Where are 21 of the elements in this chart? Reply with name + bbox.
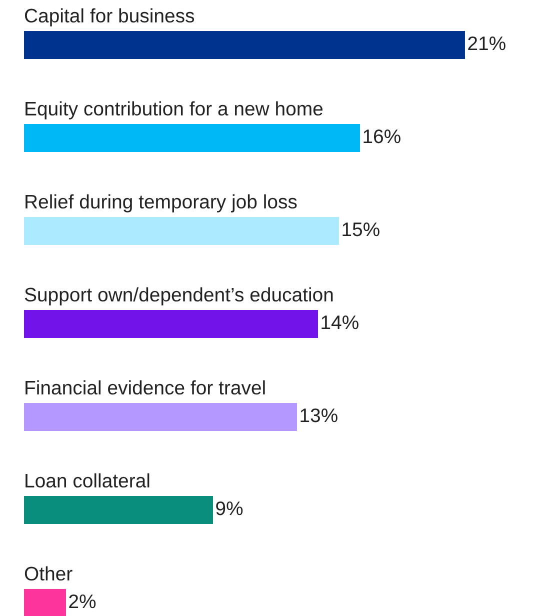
bar (24, 124, 360, 152)
y-tick-label: Support own/dependent’s education (24, 287, 333, 306)
bar (24, 217, 339, 245)
data-label: 9% (216, 501, 243, 516)
bar (24, 31, 465, 59)
data-label: 14% (322, 316, 358, 330)
data-label: 15% (342, 222, 380, 236)
bar (24, 403, 297, 431)
y-tick-label: Loan collateral (26, 473, 150, 488)
y-tick-label: Relief during temporary job loss (26, 194, 297, 212)
y-tick-label: Other (24, 566, 72, 581)
data-label: 2% (69, 594, 96, 608)
bar (24, 589, 66, 616)
bar (24, 496, 213, 524)
data-label: 16% (364, 129, 400, 144)
bar (24, 310, 318, 338)
y-tick-label: Equity contribution for a new home (26, 101, 323, 120)
data-label: 13% (300, 408, 338, 422)
y-tick-label: Capital for business (24, 8, 194, 26)
data-label: 21% (468, 36, 506, 50)
y-tick-label: Financial evidence for travel (26, 380, 265, 395)
